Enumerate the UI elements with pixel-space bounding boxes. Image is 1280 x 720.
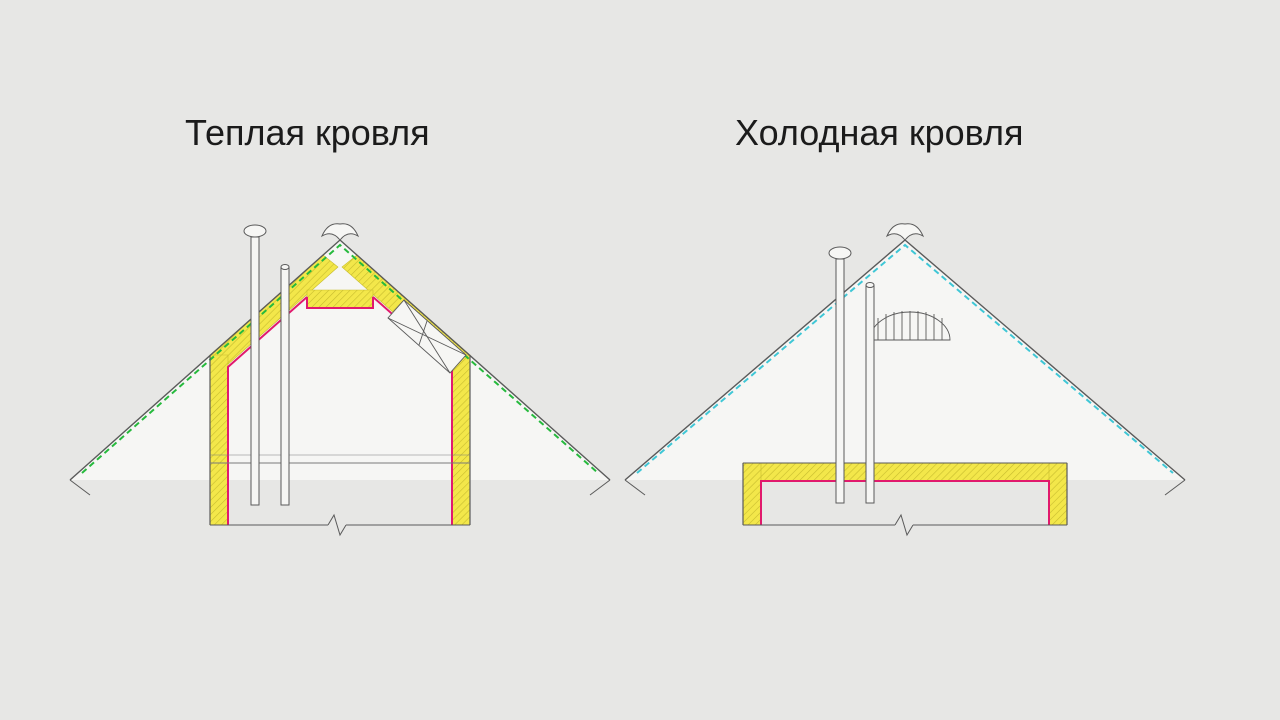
roof-fill [70, 240, 610, 480]
title-cold: Холодная кровля [735, 112, 1023, 154]
diagram-canvas: Теплая кровля Холодная кровля [0, 0, 1280, 720]
vent-pipe-2 [281, 265, 289, 506]
cold-roof-diagram [615, 205, 1195, 545]
base-break-line [210, 515, 470, 535]
base-break-line [743, 515, 1067, 535]
membrane-red [761, 481, 1049, 525]
vent-pipe-2 [866, 283, 874, 504]
roof-fill [625, 240, 1185, 480]
title-warm: Теплая кровля [185, 112, 430, 154]
ridge-finial-icon [322, 224, 358, 240]
warm-roof-diagram [60, 205, 620, 545]
ridge-finial-icon [887, 224, 923, 240]
insulation [743, 463, 1067, 525]
